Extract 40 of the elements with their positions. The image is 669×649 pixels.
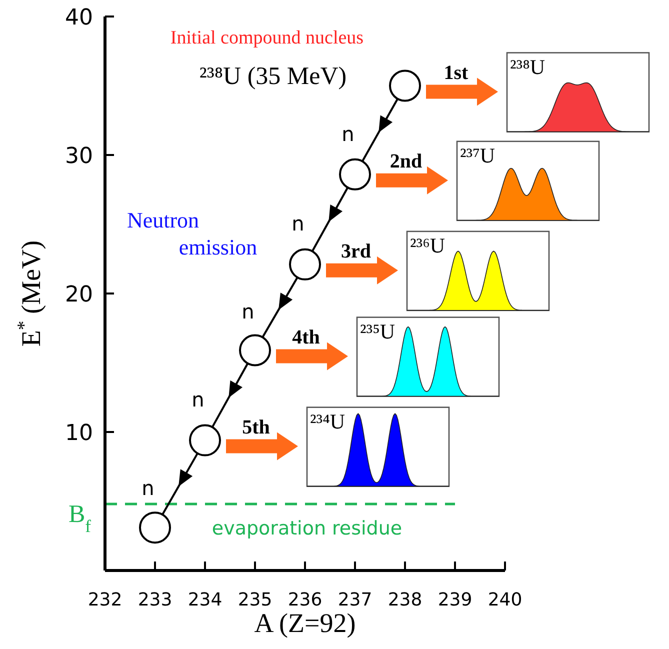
annotation: n [342,122,354,146]
annotation: ²³⁶U [410,233,446,258]
annotation: evaporation residue [212,518,402,540]
point [339,158,371,190]
annotation: Neutron emission [126,208,258,260]
y-tick-label: 40 [65,6,93,30]
x-tick-label: 233 [138,590,172,610]
x-tick-label: 234 [188,590,222,610]
annotation: n [192,387,204,412]
annotation: 5th [242,416,270,438]
x-tick-label: 239 [438,590,472,610]
annotation: 2nd [390,150,422,172]
annotation: Initial compound nucleus [170,28,364,49]
text: ²³⁸U [510,54,546,79]
point [389,70,421,102]
annotation: ²³⁵U [360,319,396,344]
annotation: n [242,299,254,324]
annotation: 1st [444,62,469,84]
point [139,512,171,544]
annotation: ²³⁴U [310,409,346,434]
annotation: 3rd [341,240,371,262]
y-tick-label: 10 [65,421,93,446]
x-tick-label: 235 [238,590,272,610]
point [239,334,271,366]
annotation: ²³⁸U (35 MeV) [199,62,347,90]
annotation: 4th [292,326,320,348]
point [189,424,221,456]
x-axis-title: A (Z=92) [254,608,356,638]
y-tick-label: 30 [65,144,93,169]
y-tick-label: 20 [65,282,93,308]
annotation: n [142,476,154,500]
annotation: n [292,211,304,236]
x-tick-label: 238 [388,590,422,610]
x-tick-label: 236 [288,590,322,610]
point [289,248,321,280]
x-tick-label: 240 [488,590,522,610]
annotation: ²³⁷U [460,143,496,168]
x-tick-label: 232 [88,590,122,610]
ref-line-label: B$_{f}$ [68,501,92,536]
x-tick-label: 237 [338,590,372,610]
